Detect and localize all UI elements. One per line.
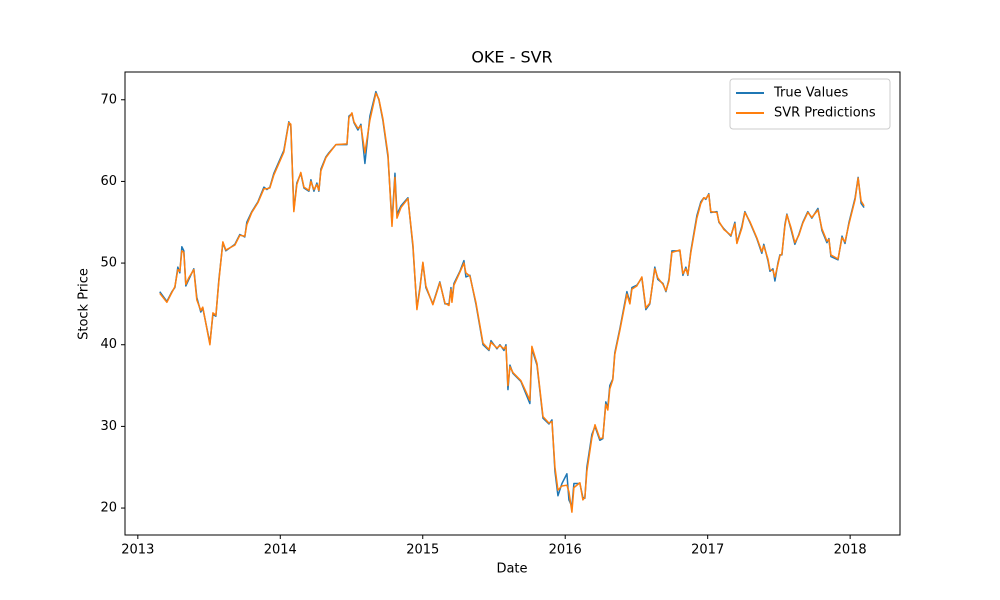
y-tick-label: 30 xyxy=(100,419,117,434)
legend-label: True Values xyxy=(773,86,848,101)
plot-frame xyxy=(124,71,901,536)
y-tick-label: 70 xyxy=(100,92,117,107)
legend-box xyxy=(729,78,891,130)
x-tick-label: 2016 xyxy=(549,543,582,558)
x-axis-label: Date xyxy=(496,562,527,577)
y-tick-label: 40 xyxy=(100,337,117,352)
x-tick-label: 2015 xyxy=(406,543,439,558)
line-series xyxy=(159,92,865,513)
x-tick-label: 2014 xyxy=(264,543,297,558)
y-tick-label: 60 xyxy=(100,174,117,189)
legend-label: SVR Predictions xyxy=(774,106,876,121)
y-axis-label: Stock Price xyxy=(77,268,92,340)
x-tick-label: 2017 xyxy=(691,543,724,558)
x-tick-label: 2013 xyxy=(121,543,154,558)
y-tick-label: 50 xyxy=(100,256,117,271)
y-tick-label: 20 xyxy=(100,501,117,516)
chart-title: OKE - SVR xyxy=(471,48,552,67)
x-tick-label: 2018 xyxy=(834,543,867,558)
